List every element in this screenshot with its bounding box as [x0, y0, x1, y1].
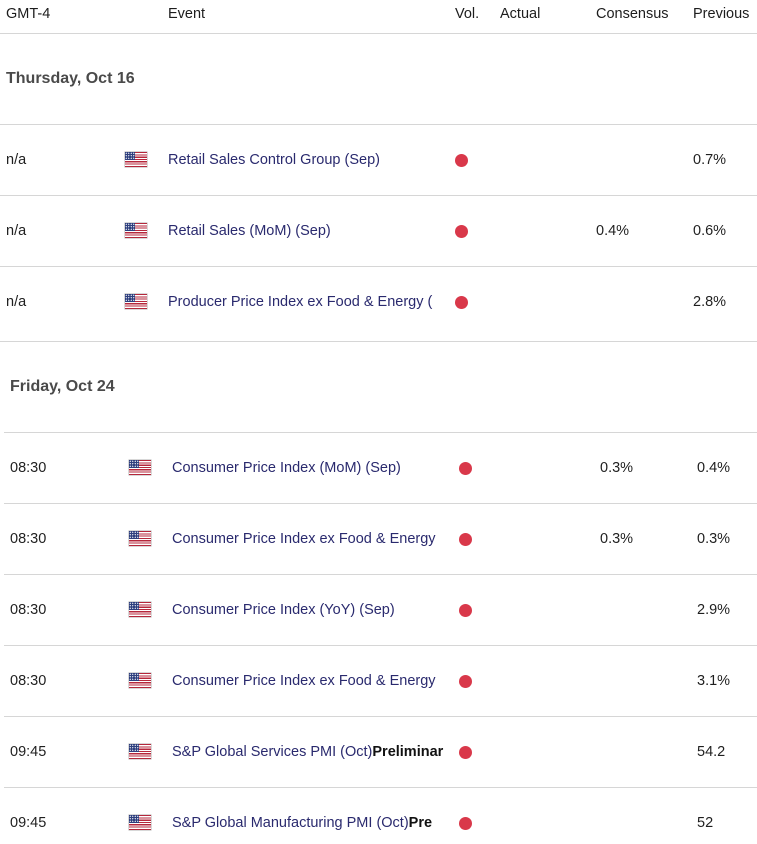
event-previous: 0.7%: [693, 152, 727, 168]
event-previous: 0.3%: [697, 531, 731, 547]
event-time: 09:45: [10, 815, 47, 831]
event-name[interactable]: Consumer Price Index ex Food & Energy: [172, 531, 436, 547]
row-divider: [0, 195, 757, 196]
event-time: 09:45: [10, 744, 47, 760]
event-time: n/a: [6, 152, 27, 168]
event-name[interactable]: S&P Global Services PMI (Oct)Preliminar: [172, 744, 444, 760]
high-volatility-dot-icon: [459, 462, 472, 475]
event-time: 08:30: [10, 602, 47, 618]
high-volatility-dot-icon: [459, 604, 472, 617]
row-divider: [4, 503, 757, 504]
row-divider: [4, 787, 757, 788]
event-consensus: 0.3%: [600, 460, 634, 476]
header-event: Event: [168, 6, 206, 22]
us-flag-icon: [129, 744, 151, 759]
us-flag-icon: [129, 460, 151, 475]
row-divider: [0, 266, 757, 267]
row-divider: [0, 341, 757, 342]
row-divider: [4, 716, 757, 717]
day-heading: Friday, Oct 24: [10, 378, 115, 395]
high-volatility-dot-icon: [455, 225, 468, 238]
row-divider: [4, 645, 757, 646]
day-heading: Thursday, Oct 16: [6, 70, 135, 87]
us-flag-icon: [129, 673, 151, 688]
event-previous: 2.9%: [697, 602, 731, 618]
event-name[interactable]: Retail Sales (MoM) (Sep): [168, 223, 331, 239]
us-flag-icon: [125, 223, 147, 238]
header-actual: Actual: [500, 6, 541, 22]
row-divider: [0, 124, 757, 125]
event-name[interactable]: Producer Price Index ex Food & Energy (: [168, 294, 433, 310]
event-previous: 54.2: [697, 744, 726, 760]
high-volatility-dot-icon: [455, 154, 468, 167]
us-flag-icon: [129, 815, 151, 830]
us-flag-icon: [129, 602, 151, 617]
event-consensus: 0.3%: [600, 531, 634, 547]
event-name[interactable]: Retail Sales Control Group (Sep): [168, 152, 380, 168]
header-previous: Previous: [693, 6, 750, 22]
event-name[interactable]: Consumer Price Index ex Food & Energy: [172, 673, 436, 689]
event-time: 08:30: [10, 460, 47, 476]
event-consensus: 0.4%: [596, 223, 630, 239]
header-divider: [0, 33, 757, 34]
event-time: n/a: [6, 223, 27, 239]
event-name[interactable]: Consumer Price Index (YoY) (Sep): [172, 602, 395, 618]
header-vol: Vol.: [455, 6, 480, 22]
event-previous: 0.6%: [693, 223, 727, 239]
high-volatility-dot-icon: [459, 675, 472, 688]
us-flag-icon: [125, 152, 147, 167]
high-volatility-dot-icon: [455, 296, 468, 309]
row-divider: [4, 574, 757, 575]
high-volatility-dot-icon: [459, 533, 472, 546]
event-previous: 2.8%: [693, 294, 727, 310]
event-time: 08:30: [10, 673, 47, 689]
event-previous: 52: [697, 815, 714, 831]
event-time: 08:30: [10, 531, 47, 547]
us-flag-icon: [129, 531, 151, 546]
event-name[interactable]: S&P Global Manufacturing PMI (Oct)Pre: [172, 815, 433, 831]
row-divider: [4, 432, 757, 433]
high-volatility-dot-icon: [459, 817, 472, 830]
event-name[interactable]: Consumer Price Index (MoM) (Sep): [172, 460, 401, 476]
event-time: n/a: [6, 294, 27, 310]
header-timezone[interactable]: GMT-4: [6, 6, 51, 22]
high-volatility-dot-icon: [459, 746, 472, 759]
us-flag-icon: [125, 294, 147, 309]
header-consensus: Consensus: [596, 6, 669, 22]
event-previous: 3.1%: [697, 673, 731, 689]
event-previous: 0.4%: [697, 460, 731, 476]
